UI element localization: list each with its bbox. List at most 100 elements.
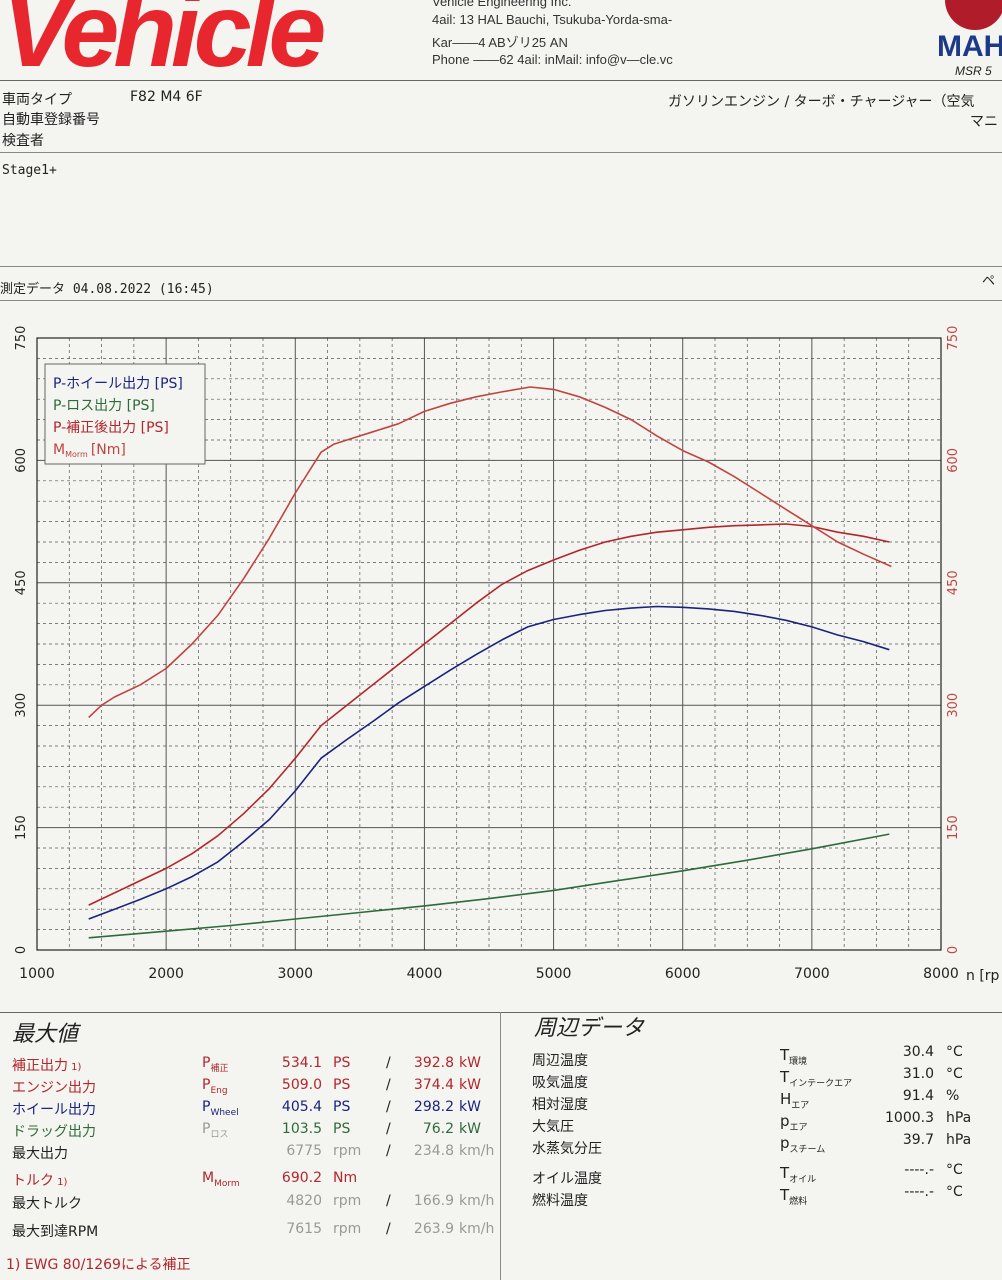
max-row-symbol: P補正: [202, 1055, 229, 1074]
phone-line: Phone ——62 4ail: inMail: info@v—cle.vc: [432, 52, 673, 67]
max-row-unit1: PS: [333, 1055, 351, 1071]
measurement-date: 測定データ 04.08.2022 (16:45): [0, 282, 214, 297]
ambient-row-label: 大気圧: [532, 1119, 574, 1135]
max-row-unit2: kW: [459, 1077, 481, 1093]
ambient-row-value: 91.4: [902, 1088, 934, 1104]
ambient-row-label: 相対湿度: [532, 1097, 588, 1113]
brand-sub: MSR 5: [955, 64, 992, 78]
ambient-row-symbol: T環境: [780, 1046, 808, 1067]
max-row-unit1: Nm: [333, 1170, 358, 1186]
ambient-row-symbol: Tインテークエア: [780, 1068, 853, 1089]
y-tick-label-right: 600: [946, 448, 961, 473]
max-row-label: 最大トルク: [12, 1196, 82, 1212]
max-row-symbol: MMorm: [202, 1170, 240, 1189]
y-tick-label-right: 450: [946, 570, 961, 595]
max-row-symbol-sub: Wheel: [210, 1107, 239, 1118]
max-row-value1: 4820: [286, 1193, 322, 1209]
max-row-symbol: PEng: [202, 1077, 228, 1096]
ambient-row-unit: hPa: [946, 1132, 972, 1148]
max-row-unit2: kW: [459, 1099, 481, 1115]
ambient-row-symbol: pスチーム: [780, 1134, 826, 1155]
max-row-unit2: km/h: [459, 1221, 495, 1237]
x-axis-label: n [rp: [966, 968, 1000, 984]
max-row-symbol-sub: Eng: [210, 1085, 228, 1096]
legend-entry: MMorm [Nm]: [53, 442, 126, 459]
y-tick-label-left: 0: [14, 946, 29, 954]
ambient-row-value: 1000.3: [885, 1110, 934, 1126]
header-divider: [0, 80, 1002, 81]
max-row-unit2: kW: [459, 1121, 481, 1137]
info-divider: [0, 152, 1002, 153]
company-name: Vehicle Engineering Inc.: [432, 0, 572, 9]
ambient-row-unit: hPa: [946, 1110, 972, 1126]
wheel-power-line: [88, 605, 890, 920]
ambient-row-label: 水蒸気分圧: [532, 1141, 602, 1157]
ambient-row-value: ----.-: [904, 1162, 934, 1178]
ambient-row-symbol: T燃料: [780, 1186, 808, 1207]
max-row-slash: /: [386, 1099, 391, 1115]
max-row-unit2: km/h: [459, 1143, 495, 1159]
ambient-row-symbol: pエア: [780, 1112, 808, 1133]
max-row-unit2: kW: [459, 1055, 481, 1071]
y-tick-label-left: 300: [14, 693, 29, 718]
max-row-value2: 166.9: [413, 1193, 454, 1209]
max-row-symbol-sub: Morm: [214, 1178, 240, 1189]
max-row-unit2: km/h: [459, 1193, 495, 1209]
max-row-slash: /: [386, 1055, 391, 1071]
mahle-seal-icon: [945, 0, 1002, 30]
footnote-marker: 1): [68, 1062, 82, 1073]
chart-axes: 1000 2000 3000 4000 5000 6000 7000 8000 n [rp015…: [14, 326, 1000, 984]
y-tick-label-left: 450: [14, 570, 29, 595]
max-row-symbol-sub: ロス: [210, 1129, 229, 1140]
x-tick-label: 2000: [148, 966, 184, 982]
brand-logo: MAHL: [937, 30, 1002, 63]
page-label: ペ: [982, 274, 996, 289]
max-row-value2: 234.8: [413, 1143, 454, 1159]
max-row-value2: 374.4: [413, 1077, 454, 1093]
ambient-row-unit: °C: [946, 1162, 963, 1178]
max-row-value1: 405.4: [281, 1099, 322, 1115]
ambient-row-value: 30.4: [902, 1044, 934, 1060]
dyno-chart: 1000 2000 3000 4000 5000 6000 7000 8000 n [rp015…: [14, 326, 1000, 984]
ambient-row-symbol-sub: 燃料: [789, 1197, 808, 1207]
footnote-marker: 1): [54, 1177, 68, 1188]
y-tick-label-right: 0: [946, 946, 961, 954]
max-row-symbol: Pロス: [202, 1121, 229, 1140]
legend-entry: P-ホイール出力 [PS]: [53, 376, 183, 392]
ambient-row-label: 周辺温度: [532, 1053, 588, 1069]
max-row-value2: 263.9: [413, 1221, 454, 1237]
ambient-row-symbol-sub: インテークエア: [789, 1079, 853, 1089]
max-row-unit1: rpm: [333, 1221, 362, 1237]
legend-box: [44, 363, 206, 465]
y-tick-label-right: 750: [946, 326, 961, 351]
max-row-unit1: rpm: [333, 1143, 362, 1159]
vehicle-logo: Vehicle: [2, 0, 326, 89]
registration-label: 自動車登録番号: [2, 112, 100, 128]
max-row-value1: 103.5: [281, 1121, 322, 1137]
y-tick-label-left: 600: [14, 448, 29, 473]
max-row-unit1: PS: [333, 1121, 351, 1137]
x-tick-label: 8000: [923, 966, 959, 982]
vehicle-type-value: F82 M4 6F: [130, 89, 203, 105]
ambient-row-symbol-sub: スチーム: [789, 1145, 826, 1155]
max-values-title: 最大値: [12, 1022, 79, 1047]
chart-legend: P-ホイール出力 [PS] P-ロス出力 [PS] P-補正後出力 [PS] MMor…: [44, 363, 206, 465]
x-tick-label: 4000: [407, 966, 443, 982]
stage-divider: [0, 266, 1002, 267]
x-tick-label: 3000: [277, 966, 313, 982]
summary-column-divider: [500, 1012, 501, 1280]
max-row-symbol: PWheel: [202, 1099, 239, 1118]
date-divider: [0, 300, 1002, 301]
max-row-label: エンジン出力: [12, 1080, 96, 1096]
max-row-label: 最大出力: [12, 1146, 68, 1162]
max-row-unit1: PS: [333, 1099, 351, 1115]
max-row-symbol-sub: 補正: [210, 1063, 229, 1074]
x-tick-label: 1000: [19, 966, 55, 982]
ambient-row-symbol-sub: エア: [791, 1101, 810, 1111]
x-tick-label: 6000: [665, 966, 701, 982]
ambient-row-label: 吸気温度: [532, 1075, 588, 1091]
max-row-label: 補正出力 1): [12, 1058, 82, 1074]
stage-label: Stage1+: [2, 163, 57, 178]
ambient-row-unit: °C: [946, 1066, 963, 1082]
max-row-value2: 76.2: [422, 1121, 454, 1137]
